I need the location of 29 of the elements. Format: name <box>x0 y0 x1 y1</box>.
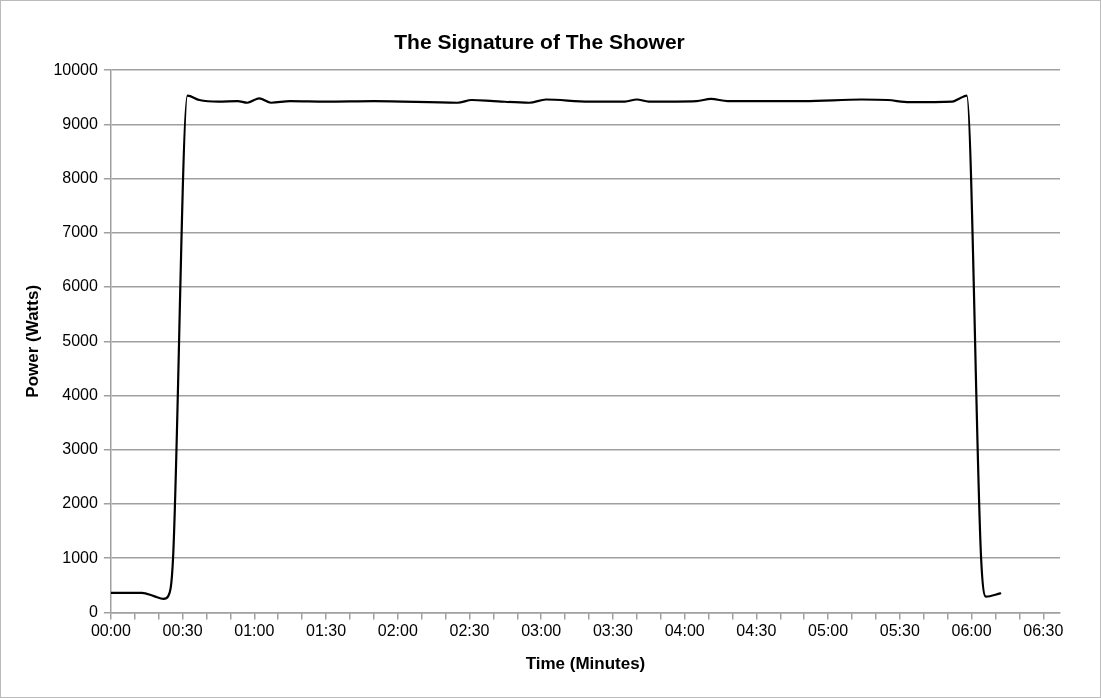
x-tick-label: 02:30 <box>449 622 490 640</box>
x-tick-label: 05:00 <box>808 622 849 640</box>
x-tick-label: 06:00 <box>951 622 992 640</box>
line-series <box>110 94 1002 600</box>
y-tick-label: 10000 <box>53 60 98 78</box>
y-tick-label: 7000 <box>62 223 98 241</box>
y-tick-label: 8000 <box>62 169 98 187</box>
x-tick-label: 04:30 <box>736 622 777 640</box>
y-tick-label: 1000 <box>62 548 98 566</box>
x-tick-label: 05:30 <box>879 622 920 640</box>
x-axis-title: Time (Minutes) <box>525 654 646 674</box>
x-tick-label: 01:30 <box>306 622 347 640</box>
y-tick-label: 6000 <box>62 277 98 295</box>
x-tick-label: 00:30 <box>162 622 203 640</box>
x-tick-label: 01:00 <box>234 622 275 640</box>
x-tick-label: 04:00 <box>664 622 705 640</box>
y-tick-label: 3000 <box>62 440 98 458</box>
y-tick-label: 4000 <box>62 385 98 403</box>
x-tick-label: 00:00 <box>90 622 132 640</box>
chart-title: The Signature of The Shower <box>394 30 685 54</box>
x-tick-label: 03:00 <box>521 622 562 640</box>
x-tick-label: 06:30 <box>1023 622 1064 640</box>
y-tick-label: 0 <box>88 602 98 620</box>
x-tick-label: 03:30 <box>592 622 634 640</box>
y-axis-title: Power (Watts) <box>22 284 42 398</box>
y-tick-label: 9000 <box>62 114 98 132</box>
x-tick-label: 02:00 <box>377 622 418 640</box>
y-tick-label: 5000 <box>62 331 98 349</box>
y-tick-label: 2000 <box>62 494 98 512</box>
